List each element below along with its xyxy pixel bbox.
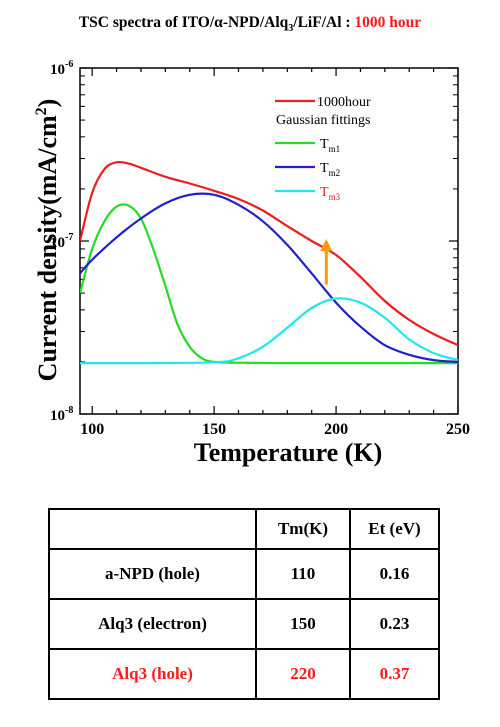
table-row: Alq3 (electron) 150 0.23	[48, 598, 440, 650]
y-axis-label: Current density(mA/cm2)	[33, 99, 62, 382]
series-line-tm3	[80, 297, 458, 365]
increase-arrow	[320, 239, 333, 285]
x-tick-label: 100	[80, 421, 104, 438]
series-line-tm2	[80, 192, 458, 363]
figure-title: TSC spectra of ITO/α-NPD/Alq3/LiF/Al : 1…	[0, 14, 500, 34]
y-label-main: Current density(mA/cm	[33, 115, 62, 381]
row-tm: 150	[255, 598, 351, 650]
legend-label-1000hour: 1000hour	[317, 95, 371, 110]
legend-label-tm3: Tm3	[320, 185, 341, 202]
y-label-sup: 2	[33, 107, 50, 115]
legend: 1000hour Gaussian fittings Tm1 Tm2 Tm3	[275, 95, 371, 202]
x-tick-label: 200	[324, 421, 348, 438]
x-axis-label: Temperature (K)	[194, 438, 382, 467]
table-row-highlight: Alq3 (hole) 220 0.37	[48, 648, 440, 700]
x-tick-label: 150	[202, 421, 226, 438]
header-cell-blank	[48, 508, 257, 550]
table-header-row: Tm(K) Et (eV)	[48, 508, 440, 550]
series-line-tm1	[80, 203, 458, 365]
header-cell-et: Et (eV)	[349, 508, 440, 550]
title-subscript: 3	[288, 23, 294, 35]
header-cell-tm: Tm(K)	[255, 508, 351, 550]
title-rest: /LiF/Al :	[293, 14, 355, 31]
legend-label-tm2: Tm2	[320, 161, 340, 178]
legend-header: Gaussian fittings	[276, 113, 371, 128]
row-et: 0.37	[349, 648, 440, 700]
row-tm: 110	[255, 548, 351, 600]
row-tm: 220	[255, 648, 351, 700]
row-et: 0.23	[349, 598, 440, 650]
row-et: 0.16	[349, 548, 440, 600]
trap-parameters-table: Tm(K) Et (eV) a-NPD (hole) 110 0.16 Alq3…	[48, 508, 440, 700]
legend-label-tm1: Tm1	[320, 137, 340, 154]
y-tick-label: 10-6	[50, 59, 73, 78]
x-tick-label: 250	[446, 421, 470, 438]
axis-ticks: 100 150 200 250 10-8 10-7 10-6	[50, 59, 470, 438]
row-label: a-NPD (hole)	[48, 548, 257, 600]
row-label: Alq3 (hole)	[48, 648, 257, 700]
title-main: TSC spectra of ITO/α-NPD/Alq	[78, 14, 289, 31]
arrow-head	[320, 239, 333, 251]
series-curves	[80, 160, 458, 365]
row-label: Alq3 (electron)	[48, 598, 257, 650]
y-tick-label: 10-8	[50, 405, 73, 424]
y-tick-label: 10-7	[50, 232, 73, 251]
tsc-chart: 100 150 200 250 10-8 10-7 10-6 Current density…	[33, 59, 470, 467]
y-label-end: )	[33, 99, 62, 108]
title-highlight: 1000 hour	[354, 14, 422, 31]
table-row: a-NPD (hole) 110 0.16	[48, 548, 440, 600]
series-line-1000hour	[80, 160, 458, 347]
